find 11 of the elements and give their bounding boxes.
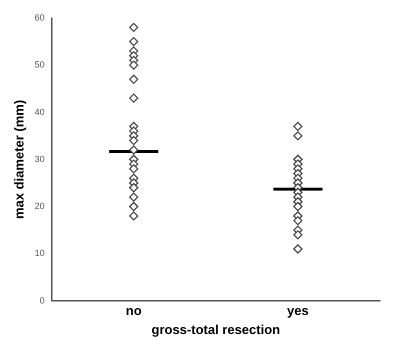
y-axis-title: max diameter (mm) — [11, 100, 26, 220]
y-tick-label: 10 — [34, 248, 45, 258]
x-tick-label: no — [126, 303, 142, 318]
y-tick-label: 40 — [34, 106, 45, 117]
y-tick-label: 20 — [34, 201, 45, 212]
x-axis-title: gross-total resection — [152, 322, 280, 337]
y-tick-label: 0 — [40, 295, 45, 306]
y-tick-label: 60 — [34, 12, 45, 22]
x-tick-label: yes — [287, 303, 309, 318]
y-tick-label: 50 — [34, 60, 45, 70]
y-tick-label: 30 — [34, 154, 45, 164]
